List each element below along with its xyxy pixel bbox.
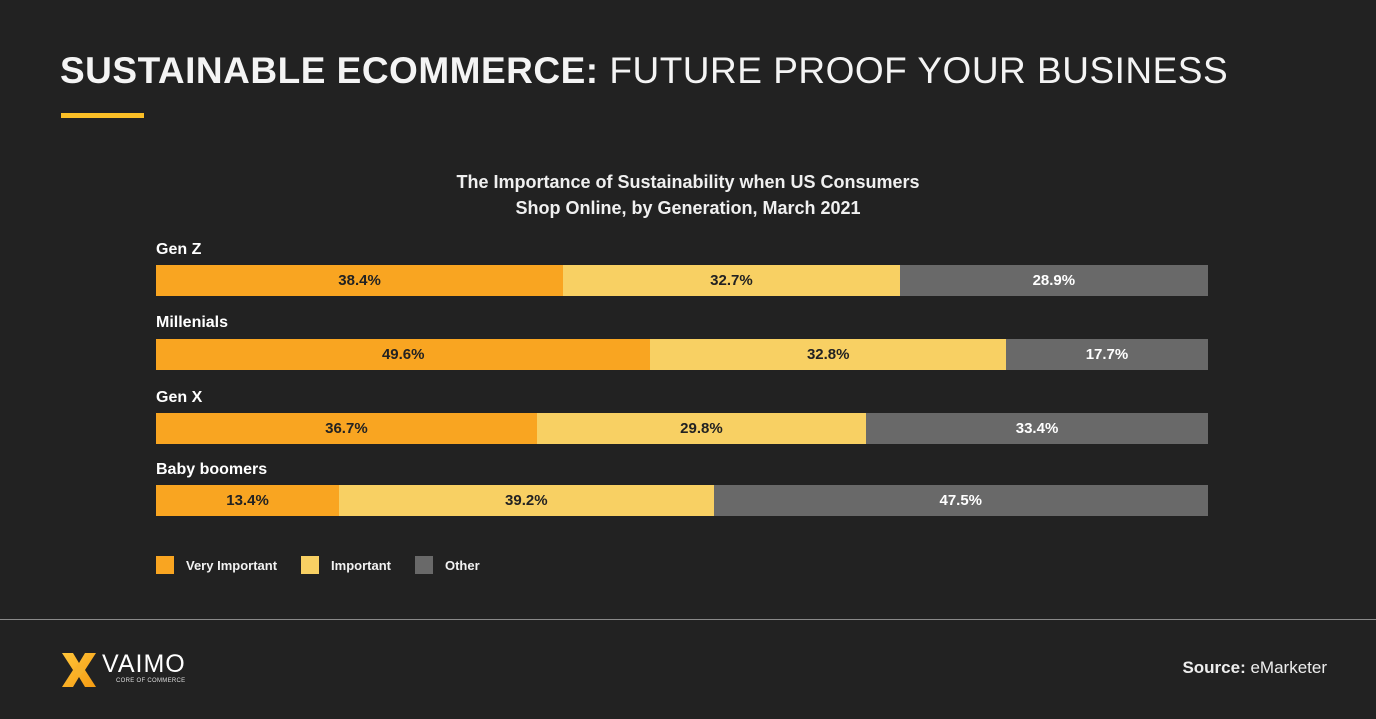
legend-item-very-important: Very Important [156,556,277,574]
page-title-bold: SUSTAINABLE ECOMMERCE: [60,50,599,91]
legend-item-important: Important [301,556,391,574]
segment-important: 32.8% [650,339,1006,370]
stacked-bar: 38.4% 32.7% 28.9% [156,265,1208,296]
chart-title: The Importance of Sustainability when US… [300,169,1076,221]
segment-other: 17.7% [1006,339,1208,370]
legend-swatch-very-important [156,556,174,574]
stacked-bar: 36.7% 29.8% 33.4% [156,413,1208,444]
page-title: SUSTAINABLE ECOMMERCE: FUTURE PROOF YOUR… [60,50,1228,92]
segment-very-important: 36.7% [156,413,537,444]
segment-very-important: 13.4% [156,485,340,516]
legend-label: Very Important [186,557,278,573]
segment-important: 39.2% [339,485,714,516]
legend-label: Important [331,557,391,573]
segment-other: 33.4% [866,413,1208,444]
logo-tagline: CORE OF COMMERCE [116,678,186,684]
legend-swatch-other [414,556,433,574]
segment-very-important: 49.6% [156,339,651,370]
segment-other: 47.5% [713,485,1208,516]
chart-title-line-1: The Importance of Sustainability when US… [456,172,920,192]
stacked-bar: 49.6% 32.8% 17.7% [156,339,1208,370]
chart-legend: Very Important Important Other [156,556,504,574]
footer-divider [0,619,1376,620]
source-label: Source: [1182,658,1246,677]
row-label: Millenials [156,314,229,331]
vaimo-logo: VAIMO CORE OF COMMERCE [60,651,186,689]
title-accent-underline [61,113,144,118]
row-label: Gen Z [156,241,202,258]
chart-title-line-2: Shop Online, by Generation, March 2021 [515,198,861,218]
row-label: Baby boomers [156,461,268,478]
source-value: eMarketer [1250,658,1327,677]
vaimo-x-logo-icon [62,653,96,687]
segment-important: 32.7% [563,265,900,296]
legend-item-other: Other [414,556,480,574]
segment-very-important: 38.4% [156,265,564,296]
legend-label: Other [444,557,480,573]
legend-swatch-important [301,556,320,574]
page-title-light: FUTURE PROOF YOUR BUSINESS [609,50,1229,91]
row-label: Gen X [156,389,203,406]
stacked-bar: 13.4% 39.2% 47.5% [156,485,1208,516]
segment-important: 29.8% [536,413,867,444]
segment-other: 28.9% [899,265,1208,296]
logo-name: VAIMO [102,650,186,678]
source-citation: Source: eMarketer [1182,658,1327,678]
